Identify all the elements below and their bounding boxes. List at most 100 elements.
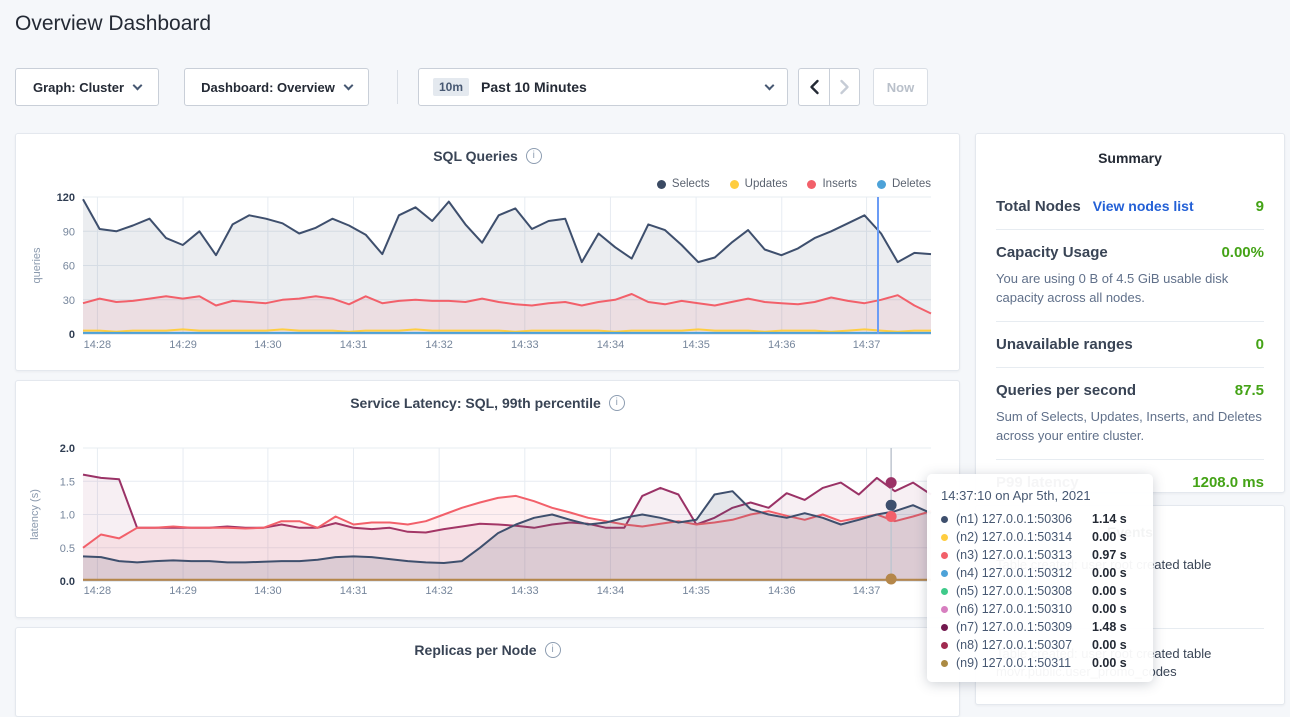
svg-text:14:36: 14:36 — [768, 339, 796, 351]
service-latency-chart[interactable]: 14:2814:2914:3014:3114:3214:3314:3414:35… — [16, 433, 961, 608]
svg-text:14:36: 14:36 — [768, 585, 796, 597]
tooltip-row: (n8) 127.0.0.1:503070.00 s — [941, 636, 1143, 654]
svg-text:queries: queries — [31, 247, 43, 284]
node-address: (n6) 127.0.0.1:50310 — [956, 602, 1092, 616]
node-color-dot-icon — [941, 606, 948, 613]
p99-latency-value: 1208.0 ms — [1192, 474, 1264, 491]
svg-text:30: 30 — [63, 295, 75, 307]
node-address: (n1) 127.0.0.1:50306 — [956, 512, 1092, 526]
sql-queries-chart-title: SQL Queries — [433, 148, 518, 164]
node-color-dot-icon — [941, 642, 948, 649]
summary-row-capacity: Capacity Usage 0.00% — [996, 232, 1264, 273]
summary-divider — [996, 229, 1264, 230]
svg-text:14:34: 14:34 — [597, 585, 625, 597]
info-icon[interactable]: i — [545, 642, 561, 658]
node-color-dot-icon — [941, 624, 948, 631]
node-address: (n2) 127.0.0.1:50314 — [956, 530, 1092, 544]
graph-dropdown-label: Graph: Cluster — [33, 80, 124, 95]
legend-label: Inserts — [822, 178, 857, 190]
node-address: (n7) 127.0.0.1:50309 — [956, 620, 1092, 634]
node-latency-value: 1.48 s — [1092, 620, 1127, 634]
svg-text:90: 90 — [63, 226, 75, 238]
summary-row-qps: Queries per second 87.5 — [996, 370, 1264, 411]
sql-queries-chart[interactable]: 14:2814:2914:3014:3114:3214:3314:3414:35… — [16, 190, 961, 360]
svg-text:1.5: 1.5 — [60, 476, 75, 488]
summary-panel: Summary Total Nodes View nodes list 9 Ca… — [975, 133, 1285, 493]
summary-divider — [996, 459, 1264, 460]
controls-divider — [397, 70, 398, 104]
summary-divider — [996, 321, 1264, 322]
tooltip-row: (n5) 127.0.0.1:503080.00 s — [941, 582, 1143, 600]
time-next-button[interactable] — [829, 68, 860, 106]
node-color-dot-icon — [941, 588, 948, 595]
svg-text:0.0: 0.0 — [60, 576, 75, 588]
svg-text:14:37: 14:37 — [853, 339, 881, 351]
chevron-left-icon — [809, 79, 820, 95]
capacity-usage-label: Capacity Usage — [996, 244, 1108, 261]
legend-item-deletes[interactable]: Deletes — [877, 178, 931, 190]
unavailable-ranges-value: 0 — [1256, 336, 1264, 353]
chevron-down-icon — [133, 80, 143, 90]
qps-note: Sum of Selects, Updates, Inserts, and De… — [996, 407, 1264, 457]
capacity-usage-value: 0.00% — [1221, 244, 1264, 261]
now-button[interactable]: Now — [873, 68, 928, 106]
dashboard-dropdown-label: Dashboard: Overview — [201, 80, 335, 95]
node-color-dot-icon — [941, 570, 948, 577]
node-latency-value: 0.00 s — [1092, 602, 1127, 616]
legend-dot-icon — [730, 180, 739, 189]
svg-text:14:33: 14:33 — [511, 585, 539, 597]
summary-divider — [996, 367, 1264, 368]
svg-text:14:29: 14:29 — [169, 585, 197, 597]
time-range-label: Past 10 Minutes — [481, 79, 587, 95]
time-range-badge: 10m — [433, 78, 469, 96]
replicas-chart-title: Replicas per Node — [414, 642, 536, 658]
node-address: (n8) 127.0.0.1:50307 — [956, 638, 1092, 652]
summary-row-total-nodes: Total Nodes View nodes list 9 — [996, 186, 1264, 227]
info-icon[interactable]: i — [526, 148, 542, 164]
legend-dot-icon — [877, 180, 886, 189]
time-pager — [798, 68, 860, 106]
legend-item-updates[interactable]: Updates — [730, 178, 788, 190]
svg-text:14:34: 14:34 — [597, 339, 625, 351]
dashboard-dropdown[interactable]: Dashboard: Overview — [184, 68, 369, 106]
time-range-dropdown[interactable]: 10m Past 10 Minutes — [418, 68, 788, 106]
legend-dot-icon — [657, 180, 666, 189]
tooltip-row: (n4) 127.0.0.1:503120.00 s — [941, 564, 1143, 582]
node-color-dot-icon — [941, 660, 948, 667]
service-latency-panel: Service Latency: SQL, 99th percentile i … — [15, 380, 960, 618]
graph-scope-dropdown[interactable]: Graph: Cluster — [15, 68, 159, 106]
tooltip-timestamp: 14:37:10 on Apr 5th, 2021 — [941, 488, 1143, 503]
sql-queries-panel: SQL Queries i Selects Updates Inserts Delet… — [15, 133, 960, 371]
tooltip-row: (n1) 127.0.0.1:503061.14 s — [941, 510, 1143, 528]
info-icon[interactable]: i — [609, 395, 625, 411]
svg-text:1.0: 1.0 — [60, 510, 75, 522]
summary-row-unavailable-ranges: Unavailable ranges 0 — [996, 324, 1264, 365]
total-nodes-label: Total Nodes — [996, 198, 1081, 215]
chart-hover-tooltip: 14:37:10 on Apr 5th, 2021 (n1) 127.0.0.1… — [927, 474, 1153, 682]
chevron-right-icon — [839, 79, 850, 95]
service-latency-chart-title: Service Latency: SQL, 99th percentile — [350, 395, 601, 411]
qps-value: 87.5 — [1235, 382, 1264, 399]
legend-item-inserts[interactable]: Inserts — [807, 178, 857, 190]
tooltip-rows: (n1) 127.0.0.1:503061.14 s (n2) 127.0.0.1… — [941, 510, 1143, 672]
replicas-per-node-panel: Replicas per Node i — [15, 627, 960, 717]
node-latency-value: 0.00 s — [1092, 638, 1127, 652]
view-nodes-list-link[interactable]: View nodes list — [1093, 198, 1194, 214]
node-address: (n3) 127.0.0.1:50313 — [956, 548, 1092, 562]
summary-title: Summary — [996, 150, 1264, 166]
svg-text:14:30: 14:30 — [254, 585, 282, 597]
legend-label: Deletes — [892, 178, 931, 190]
capacity-usage-note: You are using 0 B of 4.5 GiB usable disk… — [996, 269, 1264, 319]
svg-text:14:28: 14:28 — [84, 339, 112, 351]
node-color-dot-icon — [941, 534, 948, 541]
node-latency-value: 0.00 s — [1092, 584, 1127, 598]
svg-text:2.0: 2.0 — [60, 443, 75, 455]
tooltip-row: (n3) 127.0.0.1:503130.97 s — [941, 546, 1143, 564]
legend-item-selects[interactable]: Selects — [657, 178, 710, 190]
node-address: (n4) 127.0.0.1:50312 — [956, 566, 1092, 580]
svg-text:14:29: 14:29 — [169, 339, 197, 351]
svg-text:14:33: 14:33 — [511, 339, 539, 351]
svg-text:14:28: 14:28 — [84, 585, 112, 597]
node-latency-value: 0.00 s — [1092, 656, 1127, 670]
time-prev-button[interactable] — [798, 68, 829, 106]
